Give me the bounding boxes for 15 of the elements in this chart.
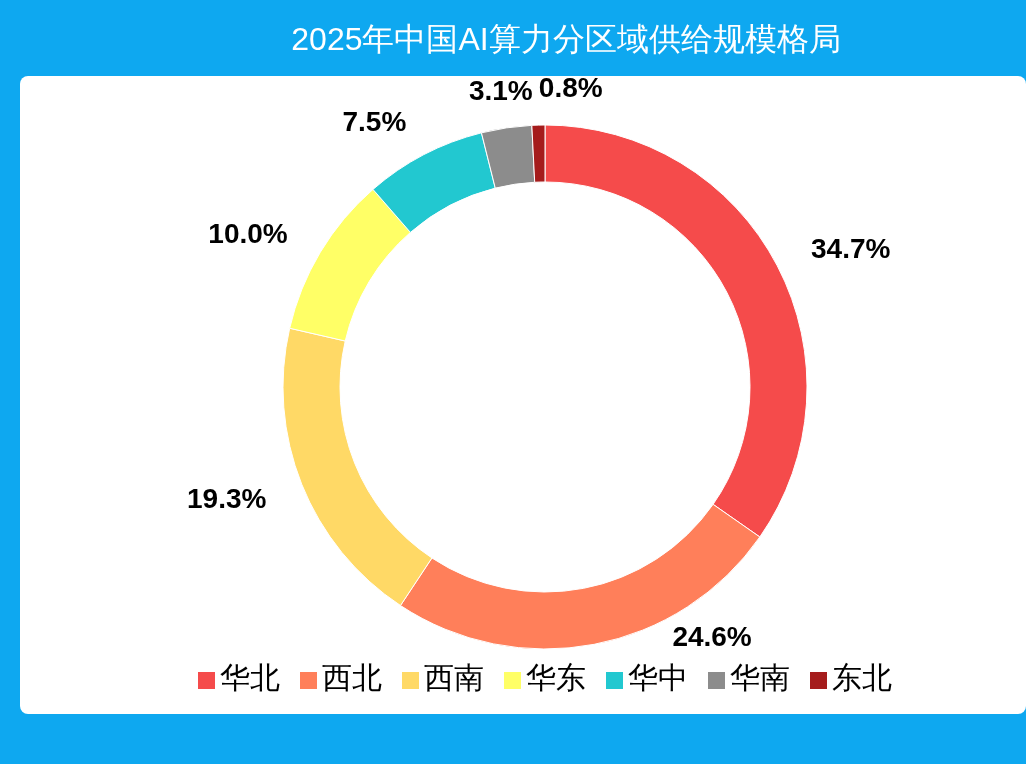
legend-label: 华东 — [526, 661, 586, 694]
legend-label: 西北 — [322, 661, 382, 694]
data-label: 7.5% — [342, 105, 407, 137]
legend-label: 东北 — [832, 661, 892, 694]
data-label: 3.1% — [468, 75, 533, 107]
data-label: 24.6% — [672, 621, 752, 652]
data-label: 10.0% — [208, 217, 288, 249]
legend-label: 西南 — [424, 661, 484, 694]
data-label: 0.8% — [538, 72, 603, 104]
legend-label: 华中 — [628, 661, 688, 694]
legend-label: 华南 — [730, 661, 790, 694]
data-label: 19.3% — [187, 483, 267, 515]
chart-title: 2025年中国AI算力分区域供给规模格局 — [291, 21, 841, 57]
legend-label: 华北 — [220, 661, 280, 694]
data-label: 34.7% — [811, 233, 891, 265]
